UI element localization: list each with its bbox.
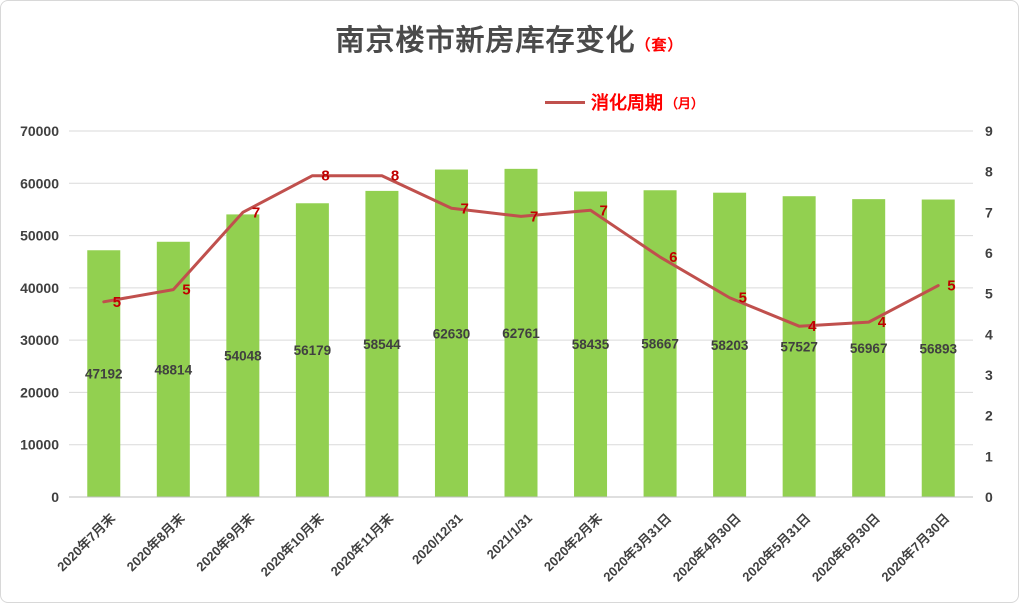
- line-value-label: 5: [113, 294, 121, 311]
- left-axis-tick-label: 10000: [20, 437, 59, 453]
- x-axis-tick-label: 2020年3月31日: [600, 511, 674, 585]
- x-axis-tick-label: 2020年6月30日: [809, 511, 883, 585]
- right-axis-tick-label: 3: [985, 367, 993, 383]
- legend: 消化周期 （月）: [1, 89, 1018, 115]
- line-value-label: 7: [600, 202, 608, 219]
- bar: [852, 199, 886, 497]
- right-axis-tick-label: 0: [985, 489, 993, 505]
- line-value-labels: 5 5 7 8 8 7 7 7 6 5 4 4 5: [113, 168, 956, 335]
- bar: [434, 169, 468, 497]
- bar-value-label: 58667: [641, 337, 679, 352]
- bar-value-label: 57527: [780, 340, 818, 355]
- bar-value-label: 47192: [85, 367, 123, 382]
- right-axis-tick-label: 8: [985, 164, 993, 180]
- chart-title-unit: （套）: [635, 37, 684, 54]
- bar-value-label: 48814: [155, 362, 193, 377]
- bar: [504, 168, 538, 498]
- right-axis-tick-label: 1: [985, 448, 993, 464]
- bar: [226, 214, 260, 497]
- bar: [921, 199, 955, 497]
- bar-value-label: 62630: [433, 326, 471, 341]
- line-value-label: 6: [669, 249, 677, 266]
- line-value-label: 7: [530, 208, 538, 225]
- bar: [643, 190, 677, 497]
- bar-value-label: 62761: [502, 326, 540, 341]
- bar: [365, 190, 399, 498]
- x-axis-tick-label: 2020年7月末: [54, 510, 118, 574]
- x-axis-tick-label: 2020年8月末: [124, 510, 188, 574]
- right-axis-tick-label: 5: [985, 286, 993, 302]
- x-axis-tick-label: 2021/1/31: [484, 511, 536, 563]
- right-axis-tick-label: 4: [985, 326, 993, 342]
- line-value-label: 4: [808, 318, 817, 335]
- line-value-label: 8: [321, 168, 329, 185]
- left-axis-tick-label: 60000: [20, 175, 59, 191]
- line-value-label: 5: [947, 278, 955, 295]
- right-axis-tick-label: 6: [985, 245, 993, 261]
- left-axis-tick-label: 50000: [20, 228, 59, 244]
- left-axis-tick-label: 0: [51, 489, 59, 505]
- right-axis: 0 1 2 3 4 5 6 7 8 9: [985, 123, 993, 505]
- left-axis-tick-label: 70000: [20, 123, 59, 139]
- bar: [782, 196, 816, 497]
- left-axis-tick-label: 20000: [20, 384, 59, 400]
- x-axis-tick-label: 2020年4月30日: [670, 511, 744, 585]
- line-value-label: 5: [182, 282, 190, 299]
- bar-value-labels: 47192 48814 54048 56179 58544 62630 62761 58435…: [85, 326, 957, 382]
- legend-label: 消化周期: [590, 93, 663, 113]
- bar-value-label: 56893: [919, 341, 957, 356]
- line-value-label: 7: [460, 200, 468, 217]
- bar-value-label: 58544: [363, 337, 401, 352]
- x-axis-tick-label: 2020年11月末: [328, 510, 397, 579]
- line-value-label: 7: [252, 204, 260, 221]
- bar-value-label: 56967: [850, 341, 888, 356]
- x-axis: 2020年7月末 2020年8月末 2020年9月末 2020年10月末 2020年11…: [54, 510, 952, 585]
- left-axis-tick-label: 30000: [20, 332, 59, 348]
- bar: [574, 191, 608, 497]
- legend-entry[interactable]: 消化周期 （月）: [544, 89, 704, 115]
- bar: [156, 241, 190, 497]
- x-axis-tick-label: 2020/12/31: [409, 511, 466, 568]
- left-axis-tick-label: 40000: [20, 280, 59, 296]
- bar: [87, 250, 121, 497]
- x-axis-tick-label: 2020年7月30日: [878, 511, 952, 585]
- bar-value-label: 58435: [572, 337, 610, 352]
- chart-title-main: 南京楼市新房库存变化: [335, 25, 636, 57]
- right-axis-tick-label: 7: [985, 204, 993, 220]
- line-value-label: 4: [878, 314, 887, 331]
- bar-series: [87, 168, 955, 498]
- x-axis-tick-label: 2020年9月末: [193, 510, 257, 574]
- left-axis: 0 10000 20000 30000 40000 50000 60000 70000: [20, 123, 59, 505]
- line-value-label: 8: [391, 168, 399, 185]
- x-axis-tick-label: 2020年10月末: [258, 510, 328, 580]
- bar: [295, 203, 329, 497]
- bar: [713, 192, 747, 497]
- x-axis-tick-label: 2020年5月31日: [739, 511, 813, 585]
- line-series-swatch-icon: [544, 100, 585, 104]
- x-axis-tick-label: 2020年2月末: [541, 510, 605, 574]
- bar-value-label: 54048: [224, 349, 262, 364]
- line-value-label: 5: [739, 290, 747, 307]
- legend-unit: （月）: [664, 95, 704, 111]
- right-axis-tick-label: 2: [985, 408, 993, 424]
- bar-value-label: 56179: [294, 343, 332, 358]
- chart-title: 南京楼市新房库存变化（套）: [1, 17, 1018, 59]
- right-axis-tick-label: 9: [985, 123, 993, 139]
- line-series: [102, 174, 940, 328]
- bar-value-label: 58203: [711, 338, 749, 353]
